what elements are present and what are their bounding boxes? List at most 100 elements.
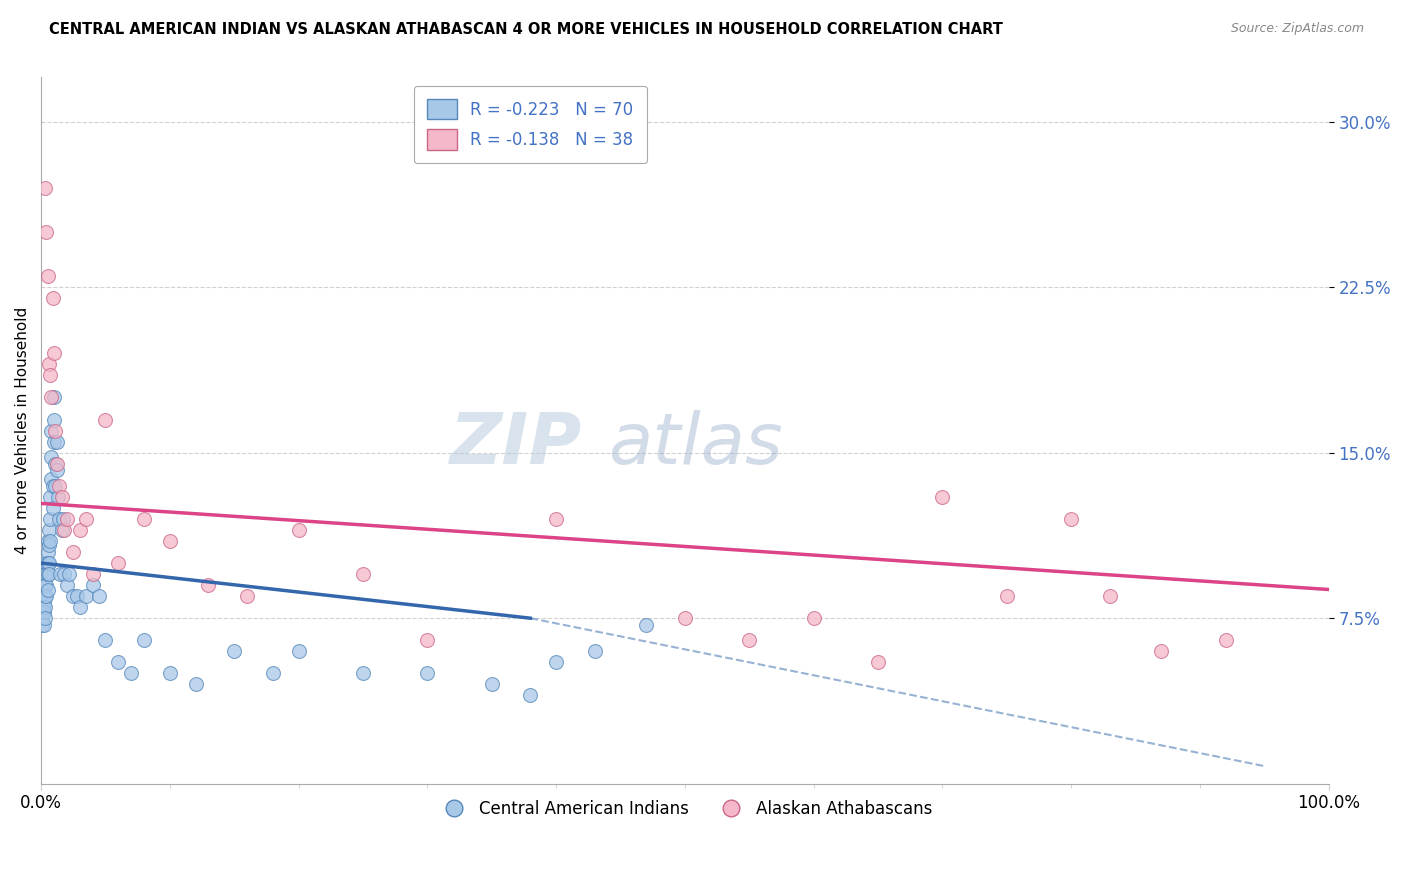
Point [69, 523, 91, 537]
Point [1060, 512, 1083, 526]
Point [45, 457, 67, 471]
Point [37, 545, 59, 559]
Point [45, 463, 67, 477]
Point [37, 567, 59, 582]
Point [35, 556, 58, 570]
Point [35, 225, 58, 239]
Point [34, 578, 56, 592]
Point [34, 589, 56, 603]
Point [62, 545, 84, 559]
Point [416, 666, 439, 681]
Point [39, 490, 62, 504]
Point [41, 424, 63, 438]
Point [41, 479, 63, 493]
Point [56, 512, 79, 526]
Point [31, 611, 53, 625]
Point [62, 589, 84, 603]
Point [39, 368, 62, 383]
Point [34, 611, 56, 625]
Point [262, 666, 284, 681]
Point [58, 567, 80, 582]
Point [35, 589, 58, 603]
Point [35, 578, 58, 592]
Point [38, 567, 60, 582]
Point [53, 567, 76, 582]
Point [236, 589, 259, 603]
Point [1098, 589, 1121, 603]
Point [48, 512, 70, 526]
Legend: Central American Indians, Alaskan Athabascans: Central American Indians, Alaskan Athaba… [430, 794, 939, 825]
Point [352, 567, 374, 582]
Point [37, 269, 59, 284]
Point [41, 450, 63, 464]
Point [46, 490, 69, 504]
Point [416, 633, 439, 648]
Point [39, 533, 62, 548]
Point [69, 600, 91, 615]
Point [38, 556, 60, 570]
Point [94, 633, 117, 648]
Point [132, 512, 155, 526]
Point [82, 567, 104, 582]
Point [1150, 644, 1173, 658]
Point [42, 434, 65, 449]
Point [37, 533, 59, 548]
Point [866, 656, 889, 670]
Point [41, 500, 63, 515]
Point [32, 617, 55, 632]
Point [34, 567, 56, 582]
Point [931, 490, 953, 504]
Text: ZIP: ZIP [450, 410, 582, 479]
Text: CENTRAL AMERICAN INDIAN VS ALASKAN ATHABASCAN 4 OR MORE VEHICLES IN HOUSEHOLD CO: CENTRAL AMERICAN INDIAN VS ALASKAN ATHAB… [49, 22, 1002, 37]
Point [803, 611, 825, 625]
Point [38, 357, 60, 371]
Point [673, 611, 696, 625]
Point [82, 578, 104, 592]
Point [107, 656, 129, 670]
Y-axis label: 4 or more Vehicles in Household: 4 or more Vehicles in Household [15, 307, 30, 554]
Point [52, 512, 75, 526]
Point [224, 644, 246, 658]
Point [519, 689, 541, 703]
Point [583, 644, 606, 658]
Point [197, 578, 219, 592]
Point [75, 589, 97, 603]
Point [37, 582, 59, 597]
Point [159, 533, 181, 548]
Point [32, 596, 55, 610]
Point [738, 633, 761, 648]
Point [53, 523, 76, 537]
Text: Source: ZipAtlas.com: Source: ZipAtlas.com [1230, 22, 1364, 36]
Point [39, 512, 62, 526]
Point [42, 346, 65, 360]
Point [87, 589, 110, 603]
Point [41, 391, 63, 405]
Point [38, 523, 60, 537]
Point [66, 589, 89, 603]
Point [37, 556, 59, 570]
Point [546, 656, 568, 670]
Text: atlas: atlas [607, 410, 782, 479]
Point [159, 666, 181, 681]
Point [34, 181, 56, 195]
Point [995, 589, 1018, 603]
Point [41, 291, 63, 305]
Point [352, 666, 374, 681]
Point [38, 538, 60, 552]
Point [31, 617, 53, 632]
Point [546, 512, 568, 526]
Point [49, 567, 72, 582]
Point [32, 589, 55, 603]
Point [132, 633, 155, 648]
Point [44, 457, 66, 471]
Point [32, 605, 55, 619]
Point [51, 490, 73, 504]
Point [636, 617, 658, 632]
Point [31, 600, 53, 615]
Point [45, 434, 67, 449]
Point [42, 412, 65, 426]
Point [120, 666, 142, 681]
Point [44, 479, 66, 493]
Point [42, 391, 65, 405]
Point [35, 567, 58, 582]
